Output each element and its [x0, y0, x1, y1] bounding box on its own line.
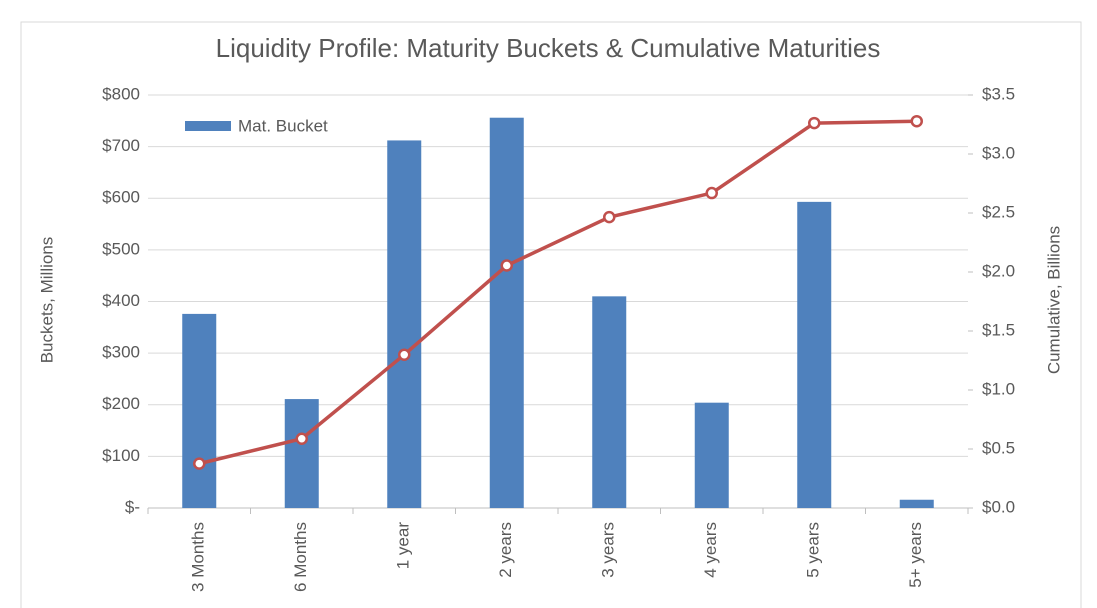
line-marker [398, 348, 411, 361]
bar [489, 117, 524, 508]
y2-tick-label: $0.5 [982, 438, 1015, 457]
x-tick-label: 3 Months [189, 522, 208, 592]
y2-tick-label: $2.5 [982, 202, 1015, 221]
y-tick-label: $500 [102, 239, 140, 258]
y2-tick-label: $1.0 [982, 379, 1015, 398]
line-marker [910, 114, 923, 128]
x-tick-label: 1 year [394, 522, 413, 570]
y-tick-label: $200 [102, 394, 140, 413]
x-tick-label: 4 years [701, 522, 720, 578]
legend-label: Mat. Bucket [238, 116, 328, 135]
chart-border [20, 21, 1082, 608]
line-marker [500, 259, 513, 272]
x-tick-label: 5 years [804, 522, 823, 578]
y-tick-label: $700 [102, 136, 140, 155]
bar [899, 499, 934, 508]
y2-tick-label: $2.0 [982, 261, 1015, 280]
x-tick-label: 2 years [496, 522, 515, 578]
line-marker [808, 116, 821, 130]
y2-tick-label: $1.5 [982, 320, 1015, 339]
y-tick-label: $- [125, 497, 140, 516]
bar [592, 296, 627, 508]
x-tick-label: 3 years [599, 522, 618, 578]
chart-title: Liquidity Profile: Maturity Buckets & Cu… [216, 33, 881, 63]
legend-swatch [185, 121, 231, 131]
x-tick-label: 6 Months [291, 522, 310, 592]
line-marker [603, 210, 616, 224]
y-tick-label: $600 [102, 188, 140, 207]
bar [182, 313, 217, 508]
bar [797, 201, 832, 508]
y-tick-label: $100 [102, 446, 140, 465]
line-marker [295, 432, 308, 445]
y-tick-label: $800 [102, 84, 140, 103]
y2-tick-label: $3.5 [982, 84, 1015, 103]
x-tick-label: 5+ years [906, 522, 925, 588]
bar [284, 399, 319, 508]
y-tick-label: $400 [102, 291, 140, 310]
line-marker [193, 457, 206, 470]
y2-tick-label: $3.0 [982, 143, 1015, 162]
line [198, 119, 917, 466]
y2-tick-label: $0.0 [982, 497, 1015, 516]
y2-axis-label: Cumulative, Billions [1044, 226, 1063, 374]
y-axis-label: Buckets, Millions [37, 237, 56, 364]
bar [387, 140, 422, 508]
y-tick-label: $300 [102, 343, 140, 362]
line-marker [705, 186, 718, 200]
bar [694, 402, 729, 508]
